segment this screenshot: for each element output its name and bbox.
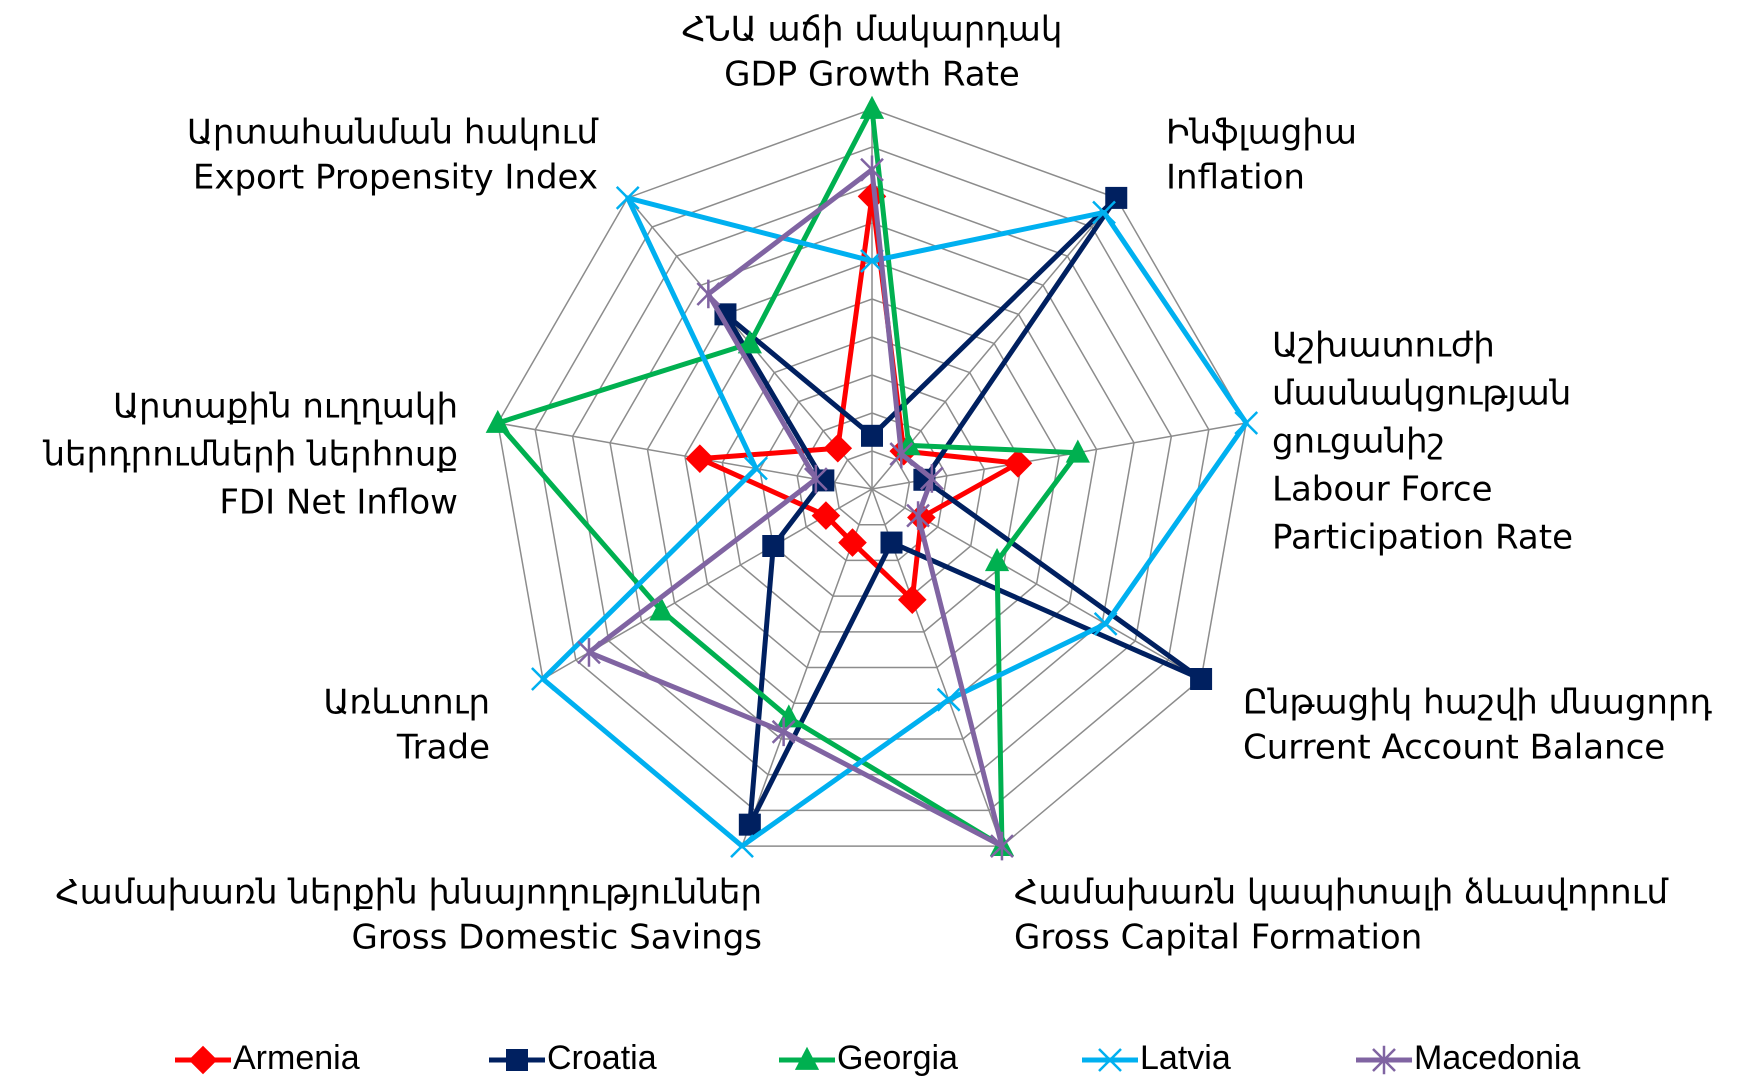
marker bbox=[936, 687, 961, 712]
axis-label: FDI Net Inflow bbox=[219, 483, 458, 523]
marker bbox=[696, 279, 721, 309]
series-line bbox=[586, 167, 1005, 849]
marker bbox=[860, 155, 884, 185]
marker bbox=[485, 409, 510, 433]
marker bbox=[506, 1049, 528, 1071]
marker bbox=[897, 585, 927, 614]
legend-label: Latvia bbox=[1140, 1039, 1231, 1077]
axis-label: Inflation bbox=[1166, 158, 1305, 198]
marker bbox=[685, 444, 715, 473]
axis-label: Համախառն ներքին խնայողություններ bbox=[55, 873, 762, 913]
axis-label: Ընթացիկ հաշվի մնացորդ bbox=[1243, 683, 1712, 723]
marker bbox=[811, 501, 841, 530]
marker bbox=[1098, 1048, 1122, 1072]
axis-label: Gross Capital Formation bbox=[1014, 918, 1422, 958]
grid-ring bbox=[534, 146, 1210, 812]
marker bbox=[838, 528, 867, 557]
series-line bbox=[540, 195, 1249, 849]
marker bbox=[577, 638, 601, 667]
legend-item: Georgia bbox=[779, 1039, 958, 1077]
axis-label: Gross Domestic Savings bbox=[352, 918, 762, 958]
axis-label: Participation Rate bbox=[1272, 518, 1573, 558]
grid-ring bbox=[721, 336, 1023, 633]
axis-label: ՀՆԱ աճի մակարդակ bbox=[682, 10, 1063, 50]
marker bbox=[738, 813, 761, 836]
axis-label: Trade bbox=[396, 728, 490, 768]
marker bbox=[1092, 200, 1116, 225]
legend-item: Latvia bbox=[1082, 1039, 1231, 1077]
axis-label: Labour Force bbox=[1272, 470, 1493, 510]
marker bbox=[649, 597, 674, 621]
grid-ring bbox=[758, 374, 986, 597]
marker bbox=[730, 834, 754, 858]
legend-item: Macedonia bbox=[1356, 1039, 1580, 1077]
marker bbox=[984, 548, 1010, 572]
series-line bbox=[722, 195, 1204, 828]
grid-ring bbox=[684, 298, 1060, 669]
grid-ring bbox=[571, 184, 1173, 776]
grid-ring bbox=[496, 108, 1248, 847]
marker bbox=[615, 186, 640, 210]
marker bbox=[1372, 1045, 1396, 1075]
legend-item: Croatia bbox=[489, 1039, 657, 1077]
axis-label: Current Account Balance bbox=[1243, 728, 1665, 768]
marker bbox=[1105, 186, 1128, 209]
marker bbox=[1093, 612, 1118, 636]
marker bbox=[990, 831, 1014, 861]
marker bbox=[188, 1045, 218, 1075]
grid-ring bbox=[833, 450, 911, 526]
legend-item: Armenia bbox=[175, 1039, 360, 1077]
marker bbox=[737, 330, 762, 354]
marker bbox=[1065, 439, 1090, 463]
marker bbox=[906, 501, 930, 530]
legend-label: Croatia bbox=[547, 1039, 657, 1077]
series-line bbox=[697, 193, 1021, 603]
axis-label: Առևտուր bbox=[323, 683, 490, 723]
axis-label: GDP Growth Rate bbox=[724, 55, 1020, 95]
axis-label: Export Propensity Index bbox=[193, 158, 598, 198]
legend-label: Macedonia bbox=[1414, 1039, 1580, 1077]
marker bbox=[794, 1046, 820, 1070]
axis-label: Ինֆլացիա bbox=[1166, 113, 1357, 153]
spoke bbox=[497, 422, 873, 490]
marker bbox=[880, 531, 903, 554]
axis-label: Համախառն կապիտալի ձևավորում bbox=[1014, 873, 1668, 913]
marker bbox=[771, 717, 796, 747]
axis-label: մասնակցության bbox=[1272, 374, 1571, 414]
axis-label: Աշխատուժի bbox=[1272, 326, 1495, 366]
marker bbox=[812, 469, 835, 492]
marker bbox=[1003, 448, 1033, 478]
grid-ring bbox=[609, 222, 1135, 740]
axis-label: ներդրումների ներհոսք bbox=[42, 435, 458, 475]
marker bbox=[803, 464, 828, 494]
marker bbox=[919, 464, 944, 493]
marker bbox=[744, 456, 768, 481]
marker bbox=[762, 535, 785, 557]
series-line bbox=[495, 106, 1081, 849]
marker bbox=[1234, 411, 1259, 435]
marker bbox=[1190, 668, 1213, 690]
legend-label: Armenia bbox=[233, 1039, 360, 1077]
marker bbox=[531, 667, 555, 691]
marker bbox=[861, 424, 883, 447]
marker bbox=[889, 439, 914, 469]
axis-label: Արտաքին ուղղակի bbox=[113, 387, 458, 427]
marker bbox=[823, 433, 853, 463]
marker bbox=[714, 303, 737, 326]
axis-label: Արտահանման հակում bbox=[187, 113, 599, 153]
marker bbox=[859, 95, 885, 119]
grid-ring bbox=[646, 260, 1098, 704]
marker bbox=[857, 182, 887, 211]
axis-label: ցուցանիշ bbox=[1272, 422, 1445, 462]
legend-label: Georgia bbox=[837, 1039, 958, 1077]
